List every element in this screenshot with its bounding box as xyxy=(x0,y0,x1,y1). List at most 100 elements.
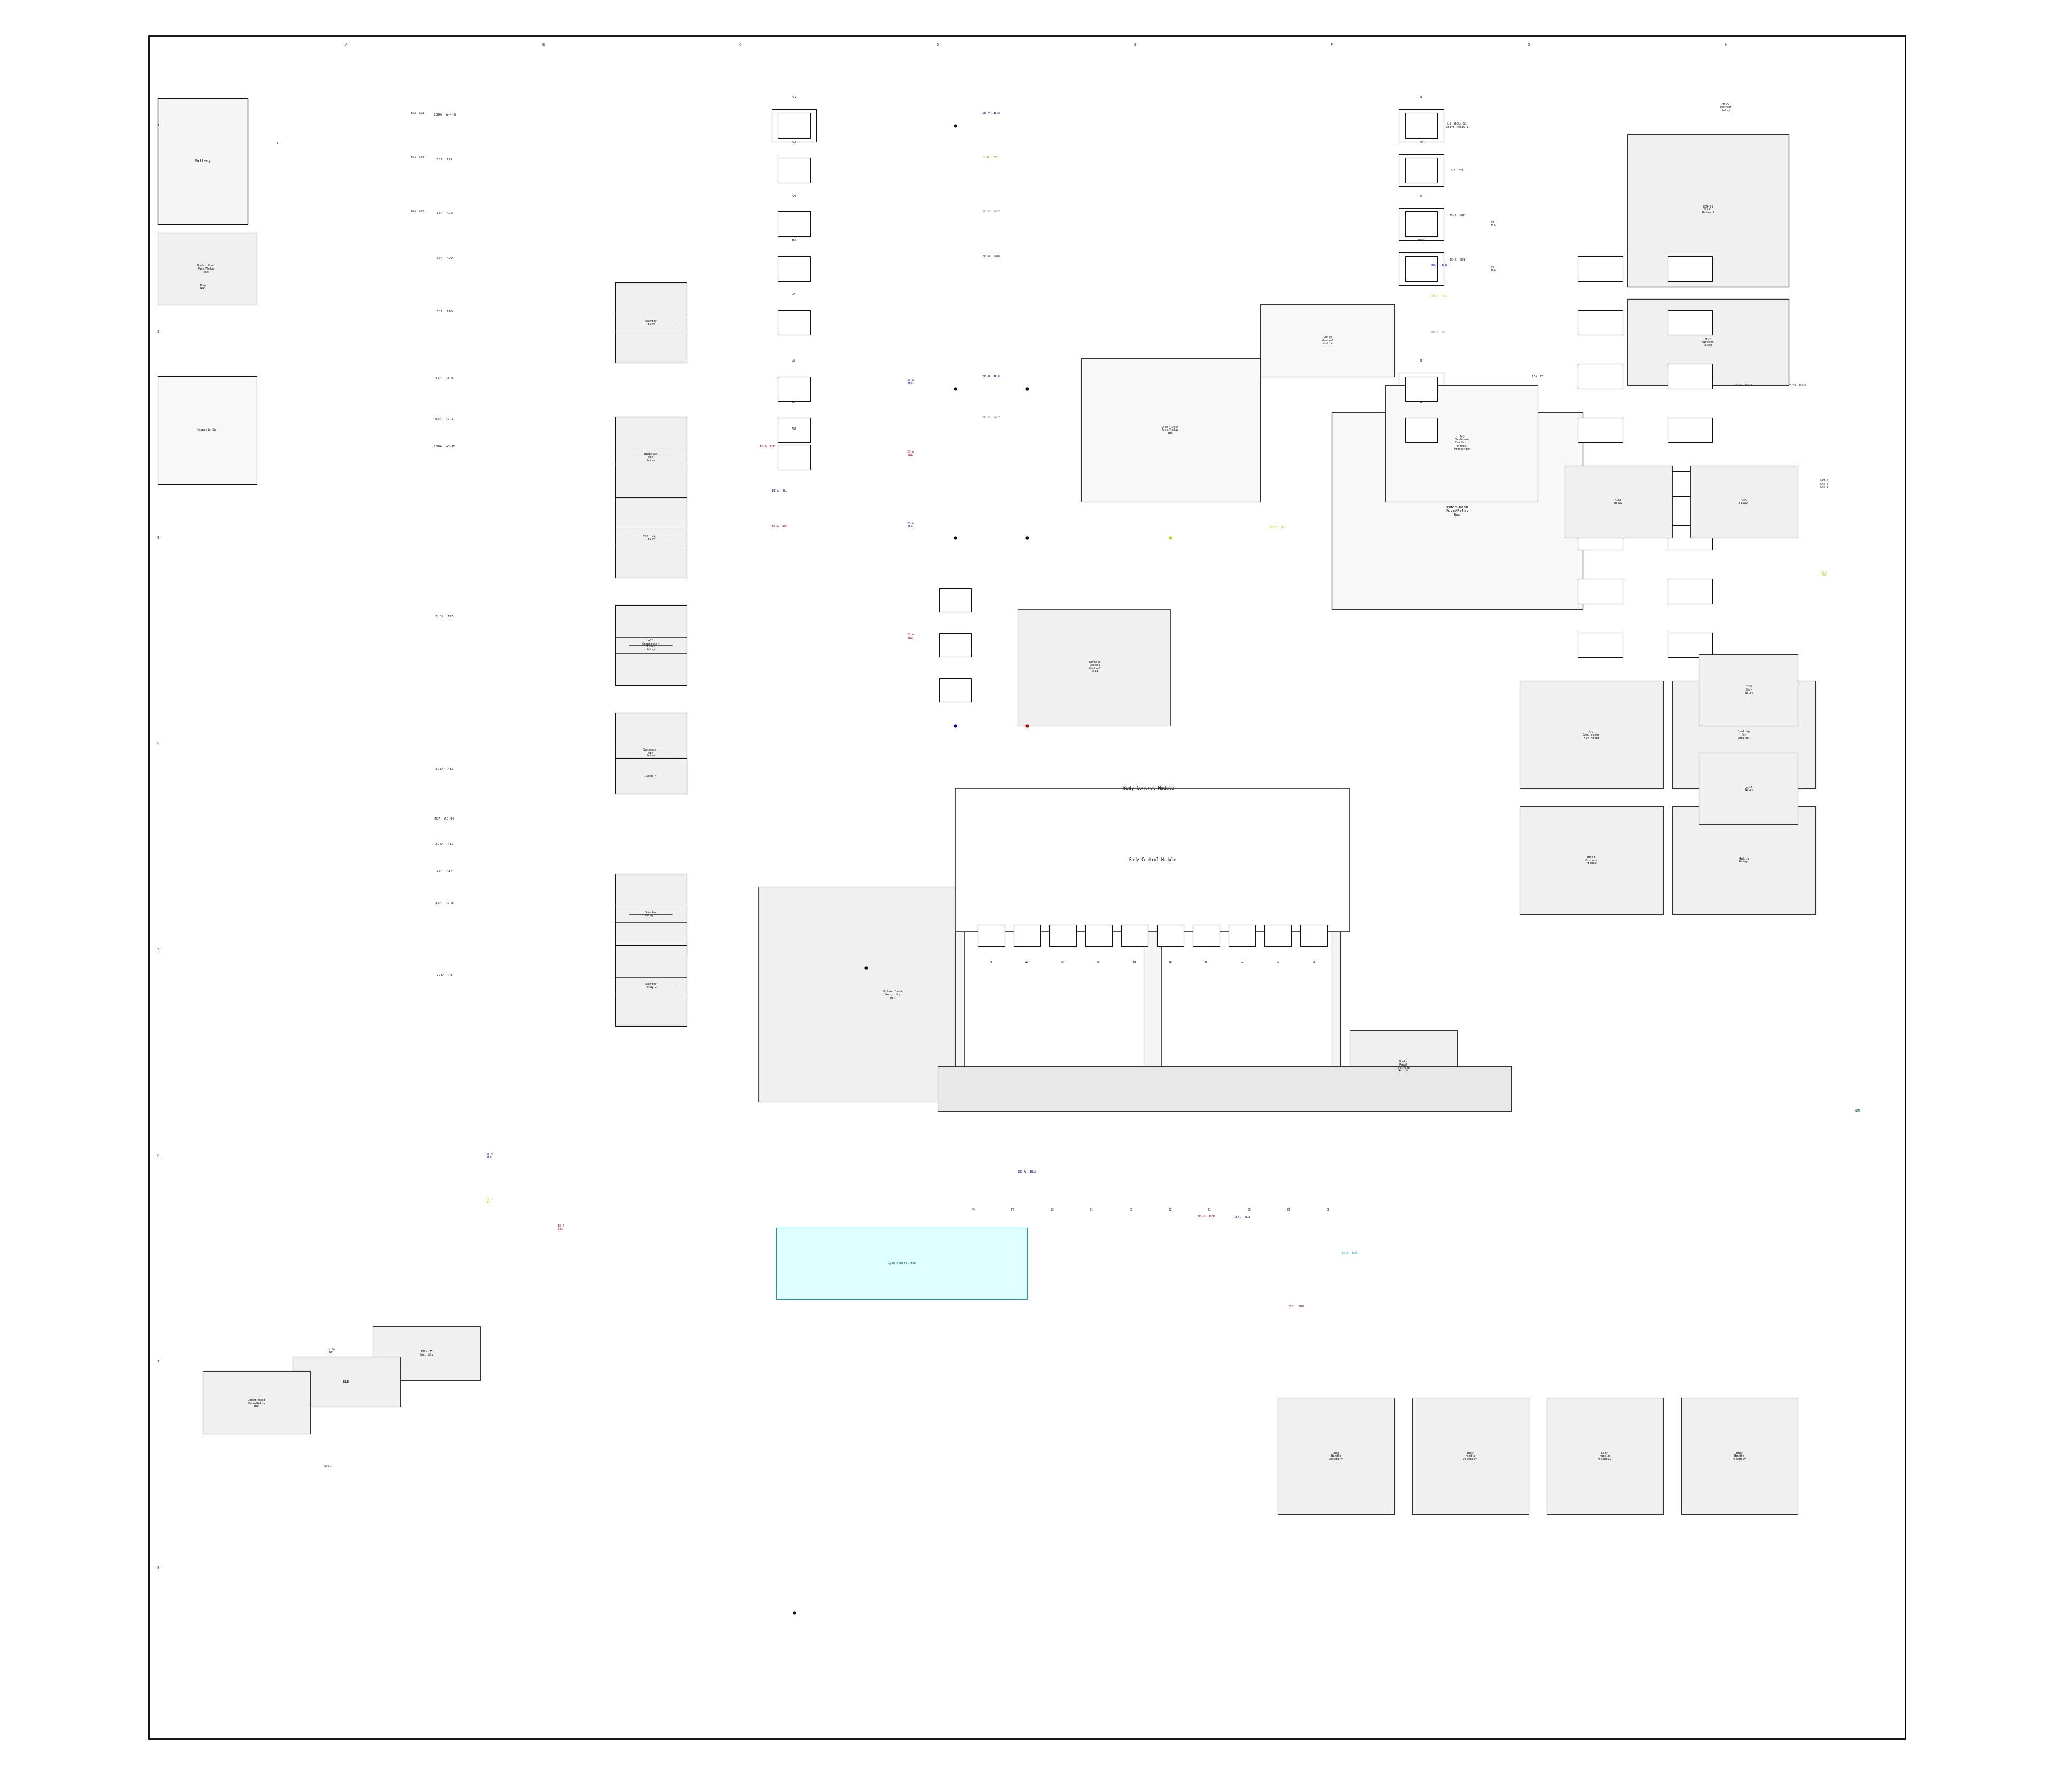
Text: 8: 8 xyxy=(156,1566,158,1570)
Text: Keyless
Access
Control
Unit: Keyless Access Control Unit xyxy=(1089,661,1101,672)
Text: Body Control Module: Body Control Module xyxy=(1124,787,1175,790)
Text: D1: D1 xyxy=(1327,1208,1329,1211)
Text: 200A  A7-B1: 200A A7-B1 xyxy=(433,444,456,448)
Text: 2.5A  A11: 2.5A A11 xyxy=(435,842,454,846)
Text: A7: A7 xyxy=(793,294,795,296)
Text: F2: F2 xyxy=(1050,1208,1054,1211)
Bar xyxy=(1520,681,1664,788)
Bar xyxy=(778,444,809,470)
Text: IE-A  BLU: IE-A BLU xyxy=(982,111,1000,115)
Text: IE-A
BLU: IE-A BLU xyxy=(908,378,914,385)
Text: A/C
Compressor
Fan Motor: A/C Compressor Fan Motor xyxy=(1584,731,1600,738)
Bar xyxy=(778,418,809,443)
Bar xyxy=(1013,925,1041,946)
Text: 7.5A  B3-2: 7.5A B3-2 xyxy=(1736,383,1752,387)
Bar xyxy=(1156,925,1183,946)
Bar xyxy=(158,233,257,305)
Bar xyxy=(1520,806,1664,914)
Text: H: H xyxy=(1725,43,1727,47)
Text: C-M5
Star
Relay: C-M5 Star Relay xyxy=(1746,686,1754,694)
Bar xyxy=(1085,925,1111,946)
Bar xyxy=(1405,256,1438,281)
Text: ST-5
Current
Relay: ST-5 Current Relay xyxy=(1703,339,1713,346)
Point xyxy=(939,111,972,140)
Bar xyxy=(939,677,972,701)
Text: 6: 6 xyxy=(156,1154,158,1158)
Text: 8M/4  WHT: 8M/4 WHT xyxy=(1432,330,1446,333)
Text: G: G xyxy=(1528,43,1530,47)
Text: F-B  YEL: F-B YEL xyxy=(984,156,998,159)
Text: IE-A  RED: IE-A RED xyxy=(760,444,774,448)
Bar xyxy=(1259,305,1395,376)
Text: IE-A  GRN: IE-A GRN xyxy=(982,254,1000,258)
Text: IE-8  WHT: IE-8 WHT xyxy=(1450,213,1465,217)
Point xyxy=(848,953,881,982)
Text: C3: C3 xyxy=(1313,961,1315,962)
Text: LAT-5
LAT-3
LAT-1: LAT-5 LAT-3 LAT-1 xyxy=(1820,480,1828,487)
Text: 5T-5
Current
Relay: 5T-5 Current Relay xyxy=(1719,104,1732,111)
Bar xyxy=(1680,1398,1797,1514)
Text: A2: A2 xyxy=(793,401,795,403)
Bar xyxy=(1399,109,1444,142)
Text: 2.5A  A11: 2.5A A11 xyxy=(435,767,454,771)
Text: F3: F3 xyxy=(1011,1208,1015,1211)
Text: B2: B2 xyxy=(1169,961,1173,962)
Text: A3: A3 xyxy=(1062,961,1064,962)
Text: Brake
Pedal
Position
Switch: Brake Pedal Position Switch xyxy=(1397,1061,1411,1072)
Text: Under Hood
Fuse/Relay
Box: Under Hood Fuse/Relay Box xyxy=(249,1400,265,1407)
Text: C2: C2 xyxy=(1276,961,1280,962)
Text: ELD: ELD xyxy=(343,1380,349,1383)
Text: IE-A  BLU: IE-A BLU xyxy=(1019,1170,1035,1174)
Bar xyxy=(937,1066,1512,1111)
Text: Motor Bank
Security
Box: Motor Bank Security Box xyxy=(883,991,902,998)
Bar xyxy=(978,925,1004,946)
Bar xyxy=(1169,1077,1208,1109)
Text: IE/1  PUR: IE/1 PUR xyxy=(1288,1305,1304,1308)
Bar xyxy=(1278,1398,1395,1514)
Text: 15A  A17: 15A A17 xyxy=(438,869,452,873)
Bar xyxy=(1565,466,1672,538)
Bar xyxy=(758,887,1027,1102)
Text: 10A  A29: 10A A29 xyxy=(411,210,425,213)
Text: Body Control Module: Body Control Module xyxy=(1130,858,1177,862)
Bar xyxy=(1329,1077,1370,1109)
Text: 7: 7 xyxy=(156,1360,158,1364)
Bar xyxy=(1080,358,1259,502)
Text: A2: A2 xyxy=(1025,961,1029,962)
Point xyxy=(1011,375,1043,403)
Text: Under-Dash
Fuse/Relay
Box: Under-Dash Fuse/Relay Box xyxy=(1446,505,1469,516)
Text: IE-A  RED: IE-A RED xyxy=(772,525,787,529)
Text: IE/1  BLU: IE/1 BLU xyxy=(1341,1251,1358,1254)
Text: A21: A21 xyxy=(791,97,797,99)
Text: E3: E3 xyxy=(1419,195,1423,197)
Bar xyxy=(778,158,809,183)
Text: 8M/4  BLU: 8M/4 BLU xyxy=(1432,263,1446,267)
Text: D2: D2 xyxy=(1288,1208,1290,1211)
Text: Cooling
Fan
Control: Cooling Fan Control xyxy=(1738,731,1750,738)
Text: A: A xyxy=(345,43,347,47)
Bar xyxy=(158,376,257,484)
Text: B3: B3 xyxy=(1204,961,1208,962)
Bar xyxy=(1399,154,1444,186)
Text: 40A  A3-5: 40A A3-5 xyxy=(435,376,454,380)
Point xyxy=(939,523,972,552)
Bar xyxy=(778,113,809,138)
Text: IE-A
RED: IE-A RED xyxy=(908,450,914,457)
Text: C1: C1 xyxy=(1241,961,1243,962)
Bar xyxy=(1577,633,1623,658)
Text: 4: 4 xyxy=(156,742,158,745)
Text: 15A  A22: 15A A22 xyxy=(438,211,452,215)
Text: S001: S001 xyxy=(325,1464,333,1468)
Bar xyxy=(1405,113,1438,138)
Text: F6
10A: F6 10A xyxy=(1491,265,1495,272)
Text: Condenser
Fan
Relay: Condenser Fan Relay xyxy=(643,749,659,756)
Text: C: C xyxy=(739,43,741,47)
Text: 1.5A
A11: 1.5A A11 xyxy=(329,1348,335,1355)
Text: Radiator
Fan
Relay: Radiator Fan Relay xyxy=(643,453,657,461)
Bar xyxy=(1668,256,1713,281)
Text: IE/1  BLU: IE/1 BLU xyxy=(1234,1215,1249,1219)
Bar xyxy=(1668,471,1713,496)
Bar xyxy=(292,1357,401,1407)
Bar xyxy=(614,874,686,953)
Text: IPCM-75
Security: IPCM-75 Security xyxy=(419,1349,433,1357)
